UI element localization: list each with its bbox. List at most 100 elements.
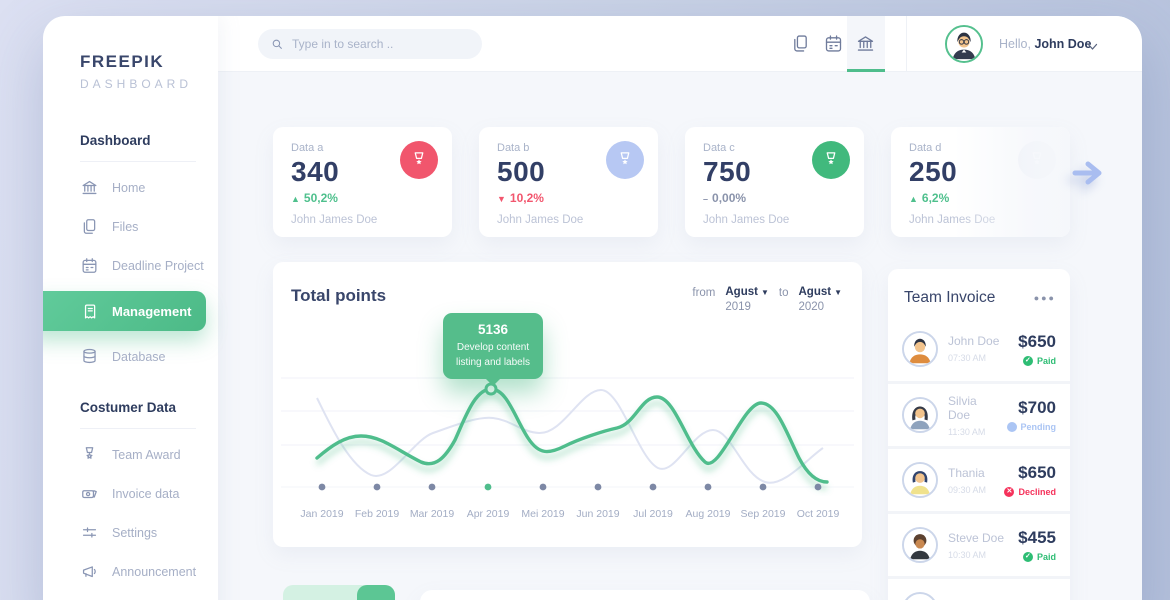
medal-icon bbox=[812, 141, 850, 179]
invoice-row-steve-doe[interactable]: Steve Doe 10:30 AM $455 ✓ Paid bbox=[888, 511, 1070, 576]
trend-down-icon: ▼ bbox=[497, 194, 506, 204]
user-avatar[interactable] bbox=[945, 25, 983, 63]
invoice-title: Team Invoice bbox=[904, 289, 996, 306]
medal-icon bbox=[80, 445, 99, 464]
axis-dots bbox=[318, 483, 822, 491]
x-icon: ✕ bbox=[1004, 487, 1015, 497]
stat-owner: John James Doe bbox=[909, 214, 996, 226]
date-range-controls: from Agust ▼ 2019 to Agust ▼ 2020 bbox=[692, 286, 842, 313]
stat-delta: ▲ 50,2% bbox=[291, 191, 338, 205]
status-badge: ✓ Paid bbox=[1018, 552, 1056, 562]
x-tick: Apr 2019 bbox=[466, 508, 510, 520]
stat-card-data-b[interactable]: Data b 500 ▼ 10,2% John James Doe bbox=[479, 127, 658, 237]
avatar-man-glasses bbox=[947, 27, 981, 61]
active-tab[interactable] bbox=[847, 16, 885, 72]
stat-delta: ▼ 10,2% bbox=[497, 191, 544, 205]
cash-icon bbox=[80, 484, 99, 503]
dashboard-window: FREEPIK DASHBOARD Dashboard Home Files D… bbox=[43, 16, 1142, 600]
search-input[interactable] bbox=[292, 37, 462, 51]
megaphone-icon bbox=[80, 562, 99, 581]
x-tick: Feb 2019 bbox=[354, 508, 400, 520]
stat-value: 750 bbox=[703, 156, 752, 187]
calendar-icon[interactable] bbox=[823, 33, 844, 54]
calendar-icon bbox=[80, 256, 99, 275]
sliders-icon bbox=[80, 523, 99, 542]
more-options-icon[interactable]: ●●● bbox=[1033, 293, 1056, 303]
to-label: to bbox=[778, 287, 789, 299]
status-badge: ✕ Declined bbox=[1004, 487, 1056, 497]
avatar bbox=[902, 527, 938, 563]
sidebar-item-management[interactable]: Management bbox=[43, 291, 206, 331]
stat-owner: John James Doe bbox=[291, 214, 378, 226]
tooltip-value: 5136 bbox=[477, 322, 509, 337]
user-greeting[interactable]: Hello, John Doe bbox=[999, 37, 1091, 51]
invoice-amount: $650 bbox=[1018, 331, 1056, 351]
chevron-down-icon[interactable] bbox=[1086, 39, 1099, 50]
stat-card-data-a[interactable]: Data a 340 ▲ 50,2% John James Doe bbox=[273, 127, 452, 237]
medal-icon bbox=[400, 141, 438, 179]
stat-delta: ▲ 6,2% bbox=[909, 191, 950, 205]
stat-value: 500 bbox=[497, 156, 546, 187]
search-box[interactable] bbox=[258, 29, 482, 59]
team-invoice-panel: Team Invoice ●●● John Doe 07:30 AM $650 … bbox=[888, 269, 1070, 600]
stat-card-data-d[interactable]: Data d 250 ▲ 6,2% John James Doe bbox=[891, 127, 1070, 237]
sidebar-section-costumer-data: Costumer Data bbox=[80, 400, 177, 415]
stat-card-data-c[interactable]: Data c 750 –0,00% John James Doe bbox=[685, 127, 864, 237]
stat-value: 340 bbox=[291, 156, 340, 187]
sidebar-item-invoice-data[interactable]: Invoice data bbox=[43, 474, 218, 513]
invoice-header: Team Invoice ●●● bbox=[888, 269, 1070, 316]
total-points-chart-card: Total points from Agust ▼ 2019 to Agust ▼ … bbox=[273, 262, 862, 547]
invoice-time: 07:30 AM bbox=[948, 353, 987, 363]
x-tick: Oct 2019 bbox=[796, 508, 840, 520]
sidebar-item-announcement[interactable]: Announcement bbox=[43, 552, 218, 591]
files-icon[interactable] bbox=[790, 33, 811, 54]
trend-up-icon: ▲ bbox=[909, 194, 918, 204]
sidebar-item-home[interactable]: Home bbox=[43, 168, 218, 207]
brand-logo: FREEPIK DASHBOARD bbox=[43, 16, 218, 91]
avatar bbox=[902, 592, 938, 600]
x-axis-labels: Jan 2019 Feb 2019 Mar 2019 Apr 2019 Mei … bbox=[273, 508, 862, 524]
invoice-row-silvia-doe[interactable]: Silvia Doe 11:30 AM $700 Pending bbox=[888, 381, 1070, 446]
medal-icon bbox=[1018, 141, 1056, 179]
greeting-text: Hello, bbox=[999, 37, 1031, 51]
invoice-name: Steve Doe bbox=[948, 530, 1005, 545]
active-tab-indicator bbox=[847, 69, 885, 72]
topbar: Hello, John Doe bbox=[218, 16, 1142, 72]
invoice-name: Thania bbox=[948, 465, 985, 480]
divider bbox=[80, 161, 196, 162]
to-select[interactable]: Agust ▼ 2020 bbox=[798, 286, 842, 313]
invoice-name: John Doe bbox=[948, 334, 1000, 348]
dot-icon bbox=[1006, 422, 1017, 432]
x-tick: Mei 2019 bbox=[521, 508, 565, 520]
sidebar-item-label: Home bbox=[112, 180, 146, 195]
brand-name: FREEPIK bbox=[80, 52, 165, 71]
x-tick: Mar 2019 bbox=[409, 508, 455, 520]
sidebar-item-label: Announcement bbox=[112, 564, 197, 579]
from-select[interactable]: Agust ▼ 2019 bbox=[725, 286, 769, 313]
divider bbox=[80, 428, 196, 429]
avatar bbox=[902, 330, 938, 367]
status-badge: ✓ Paid bbox=[1018, 355, 1056, 366]
sidebar-item-label: Files bbox=[112, 219, 139, 234]
sidebar-item-team-award[interactable]: Team Award bbox=[43, 435, 218, 474]
main-content: Data a 340 ▲ 50,2% John James Doe Data b … bbox=[218, 72, 1142, 600]
bottom-toggle-widget[interactable] bbox=[283, 585, 395, 600]
invoice-row-john-doe[interactable]: John Doe 07:30 AM $650 ✓ Paid bbox=[888, 316, 1070, 381]
invoice-amount: $455 bbox=[1018, 528, 1056, 547]
brand-subtitle: DASHBOARD bbox=[80, 77, 193, 91]
invoice-row-thania[interactable]: Thania 09:30 AM $650 ✕ Declined bbox=[888, 446, 1070, 511]
sidebar-item-settings[interactable]: Settings bbox=[43, 513, 218, 552]
chart-tooltip: 5136 Develop content listing and labels bbox=[443, 313, 543, 386]
sidebar-item-files[interactable]: Files bbox=[43, 207, 218, 246]
sidebar-item-database[interactable]: Database bbox=[43, 337, 218, 376]
stat-label: Data c bbox=[703, 142, 735, 154]
status-badge: Pending bbox=[1006, 422, 1056, 432]
sidebar-item-label: Settings bbox=[112, 525, 158, 540]
sidebar-item-label: Team Award bbox=[112, 447, 181, 462]
sidebar-item-deadline-project[interactable]: Deadline Project bbox=[43, 246, 218, 285]
invoice-time: 09:30 AM bbox=[948, 484, 987, 495]
database-icon bbox=[80, 347, 99, 366]
tooltip-text: Develop content listing and labels bbox=[456, 342, 530, 368]
carousel-next-arrow-icon[interactable] bbox=[1071, 158, 1107, 188]
invoice-row-partial[interactable] bbox=[888, 576, 1070, 600]
